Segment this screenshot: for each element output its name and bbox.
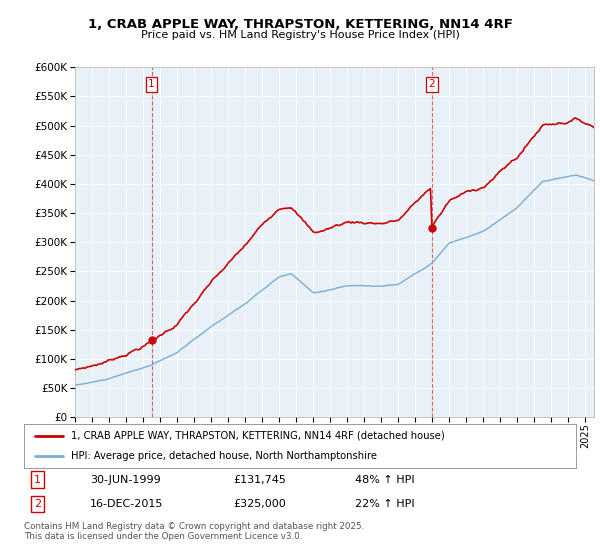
- Text: Price paid vs. HM Land Registry's House Price Index (HPI): Price paid vs. HM Land Registry's House …: [140, 30, 460, 40]
- Text: HPI: Average price, detached house, North Northamptonshire: HPI: Average price, detached house, Nort…: [71, 451, 377, 461]
- Text: 1: 1: [34, 474, 41, 484]
- Text: 22% ↑ HPI: 22% ↑ HPI: [355, 499, 415, 509]
- Text: 48% ↑ HPI: 48% ↑ HPI: [355, 474, 415, 484]
- Text: £325,000: £325,000: [234, 499, 287, 509]
- Text: £131,745: £131,745: [234, 474, 287, 484]
- Text: 2: 2: [428, 80, 435, 90]
- Text: Contains HM Land Registry data © Crown copyright and database right 2025.
This d: Contains HM Land Registry data © Crown c…: [24, 522, 364, 542]
- Text: 1, CRAB APPLE WAY, THRAPSTON, KETTERING, NN14 4RF: 1, CRAB APPLE WAY, THRAPSTON, KETTERING,…: [88, 18, 512, 31]
- Text: 30-JUN-1999: 30-JUN-1999: [90, 474, 161, 484]
- Text: 16-DEC-2015: 16-DEC-2015: [90, 499, 164, 509]
- Text: 1, CRAB APPLE WAY, THRAPSTON, KETTERING, NN14 4RF (detached house): 1, CRAB APPLE WAY, THRAPSTON, KETTERING,…: [71, 431, 445, 441]
- Text: 2: 2: [34, 499, 41, 509]
- Text: 1: 1: [148, 80, 155, 90]
